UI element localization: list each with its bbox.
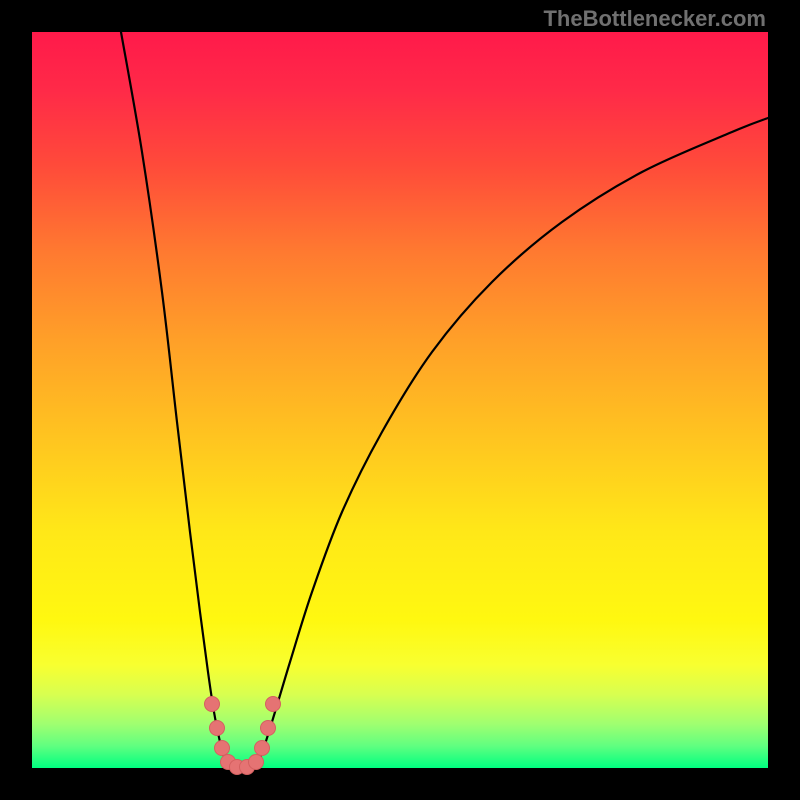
curve-marker <box>265 696 281 712</box>
curve-marker <box>204 696 220 712</box>
watermark-text: TheBottlenecker.com <box>543 6 766 32</box>
curve-marker <box>254 740 270 756</box>
curve-marker <box>248 754 264 770</box>
curve-marker <box>209 720 225 736</box>
chart-container: TheBottlenecker.com <box>0 0 800 800</box>
plot-area <box>32 32 768 768</box>
curve-marker <box>260 720 276 736</box>
markers-layer <box>32 32 768 768</box>
